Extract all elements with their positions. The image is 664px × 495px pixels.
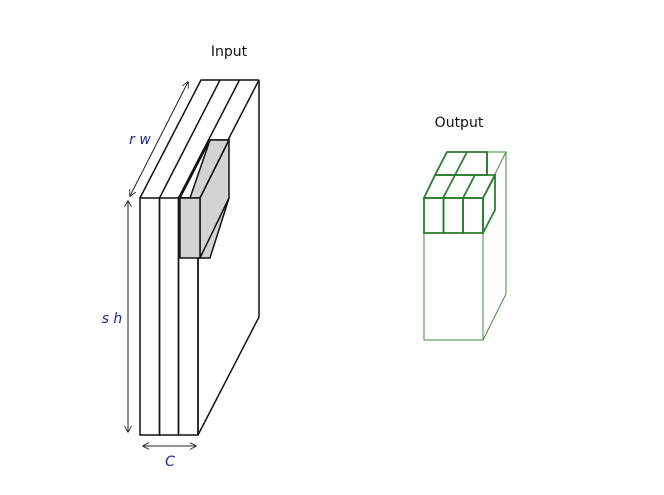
output-title: Output <box>435 115 484 131</box>
input-window <box>179 139 231 259</box>
output-tensor <box>422 151 507 341</box>
output-prism-outline <box>423 151 507 341</box>
channel-dimension-label: C <box>165 454 175 470</box>
input-channel-2 <box>158 197 180 436</box>
window-front <box>179 197 201 259</box>
output-block <box>422 151 497 234</box>
input-title: Input <box>211 44 248 60</box>
input-tensor <box>139 79 260 436</box>
height-dimension-label: s h <box>102 311 123 327</box>
width-dimension-label: r w <box>129 132 151 148</box>
input-channel-1 <box>139 197 161 436</box>
width-dimension-arrow <box>130 82 188 196</box>
